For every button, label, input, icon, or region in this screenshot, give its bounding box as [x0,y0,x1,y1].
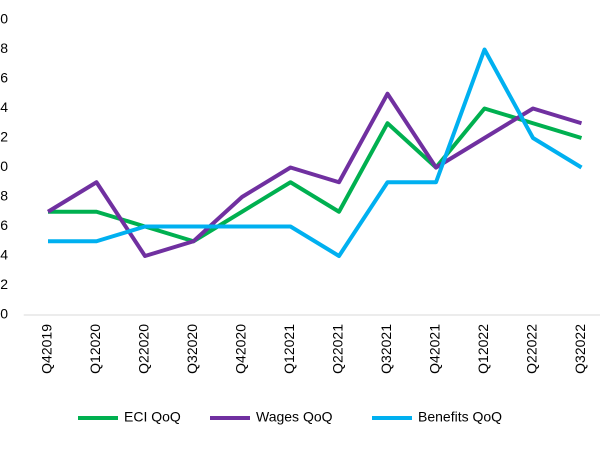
x-tick-label: Q42019 [39,324,55,374]
x-tick-label: Q32020 [184,324,200,374]
y-tick-label: 0.8 [0,188,8,204]
y-tick-label: 0.2 [0,276,8,292]
x-tick-label: Q42020 [233,324,249,374]
line-series [46,91,583,258]
x-tick-label: Q32021 [378,324,394,374]
x-tick-label: Q22021 [330,324,346,374]
x-tick-label: Q12021 [281,324,297,374]
x-tick-label: Q32022 [572,324,588,374]
y-tick-label: 1.4 [0,99,8,115]
y-tick-label: 1.0 [0,158,8,174]
y-tick-label: 0.4 [0,247,8,263]
legend-label: Wages QoQ [256,409,333,425]
x-tick-label: Q42021 [427,324,443,374]
legend-label: Benefits QoQ [418,409,502,425]
x-tick-label: Q12022 [475,324,491,374]
y-tick-label: 1.2 [0,129,8,145]
x-tick-label: Q12020 [87,324,103,374]
x-tick-label: Q22022 [524,324,540,374]
y-tick-label: 1.8 [0,40,8,56]
y-tick-label: 0.0 [0,306,8,322]
y-tick-label: 2.0 [0,11,8,27]
line-series [48,106,583,244]
legend-label: ECI QoQ [124,409,181,425]
line-series [48,47,583,258]
y-tick-label: 1.6 [0,70,8,86]
x-tick-label: Q22020 [136,324,152,374]
y-tick-label: 0.6 [0,217,8,233]
